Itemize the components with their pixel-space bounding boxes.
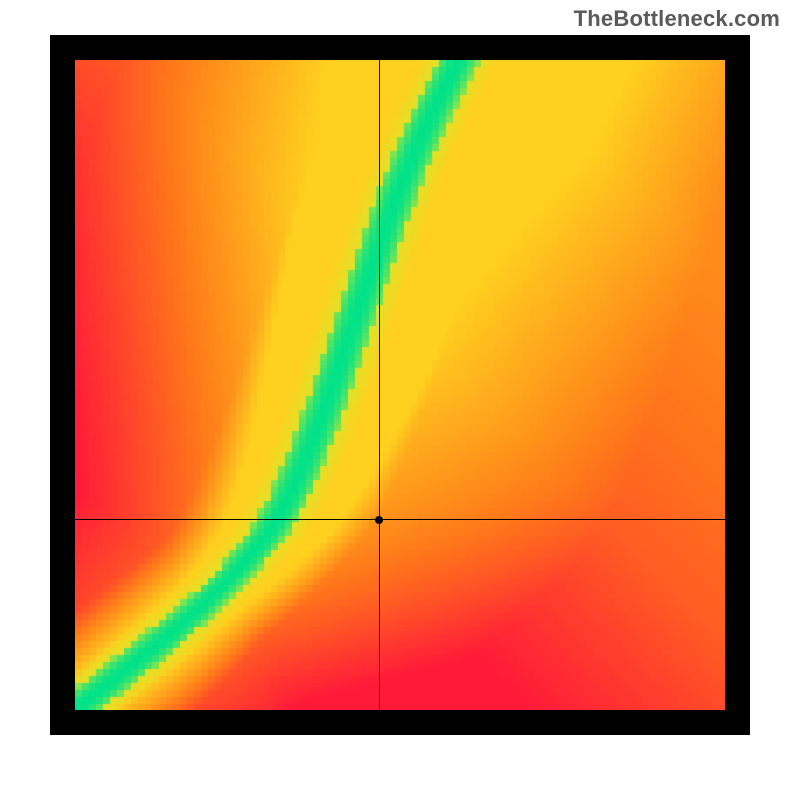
heatmap-canvas xyxy=(75,60,725,710)
crosshair-vertical xyxy=(379,60,380,710)
crosshair-marker xyxy=(375,516,383,524)
crosshair-horizontal xyxy=(75,519,725,520)
plot-frame xyxy=(50,35,750,735)
watermark-text: TheBottleneck.com xyxy=(574,6,780,32)
